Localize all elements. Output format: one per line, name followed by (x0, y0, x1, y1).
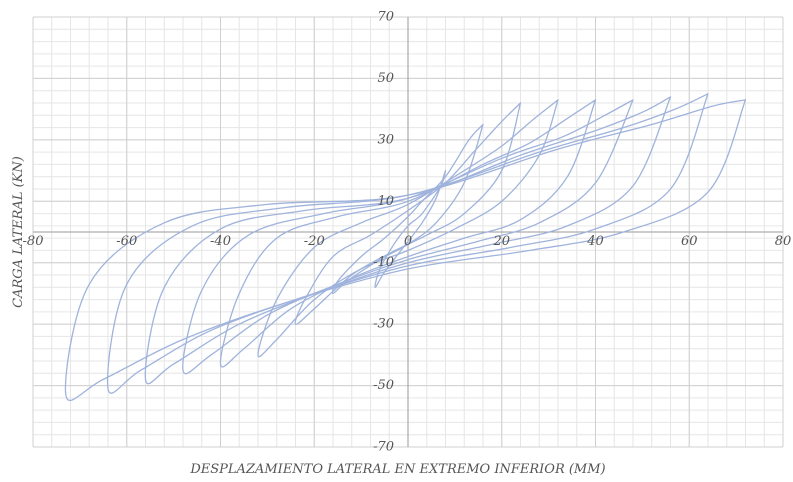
x-tick-label: 0 (404, 234, 412, 249)
hysteresis-loop-7 (144, 96, 672, 385)
x-tick-label: 20 (492, 234, 510, 249)
y-tick-label: -30 (373, 317, 394, 332)
x-tick-label: -80 (23, 234, 44, 249)
tick-labels: -80 -60 -40 -20 0 20 40 60 80 70 50 30 10 -10 -30 -50 -7… (23, 10, 792, 455)
y-axis-title: CARGA LATERAL (KN) (11, 156, 26, 308)
hysteresis-loop-6 (182, 99, 634, 375)
y-tick-label: -50 (373, 378, 394, 393)
hysteresis-loop-4 (257, 99, 559, 358)
axes (33, 17, 783, 447)
x-axis-title: DESPLAZAMIENTO LATERAL EN EXTREMO INFERI… (189, 462, 605, 477)
y-tick-label: 10 (377, 194, 394, 209)
series-layer (64, 93, 747, 401)
x-tick-label: -60 (116, 234, 137, 249)
x-tick-label: 60 (681, 234, 698, 249)
hysteresis-loop-8 (106, 93, 709, 394)
y-tick-label: 50 (377, 71, 394, 86)
y-tick-label: -70 (373, 440, 394, 455)
x-tick-label: 80 (775, 234, 792, 249)
hysteresis-loop-2 (331, 123, 484, 295)
y-tick-label: -10 (373, 255, 394, 270)
y-tick-label: 70 (377, 10, 394, 25)
x-tick-label: -40 (210, 234, 231, 249)
y-tick-label: 30 (377, 132, 394, 147)
hysteresis-loop-1 (374, 169, 447, 288)
hysteresis-loop-9 (64, 99, 747, 401)
hysteresis-loop-5 (219, 99, 597, 368)
x-tick-label: 40 (586, 234, 604, 249)
x-tick-label: -20 (304, 234, 325, 249)
